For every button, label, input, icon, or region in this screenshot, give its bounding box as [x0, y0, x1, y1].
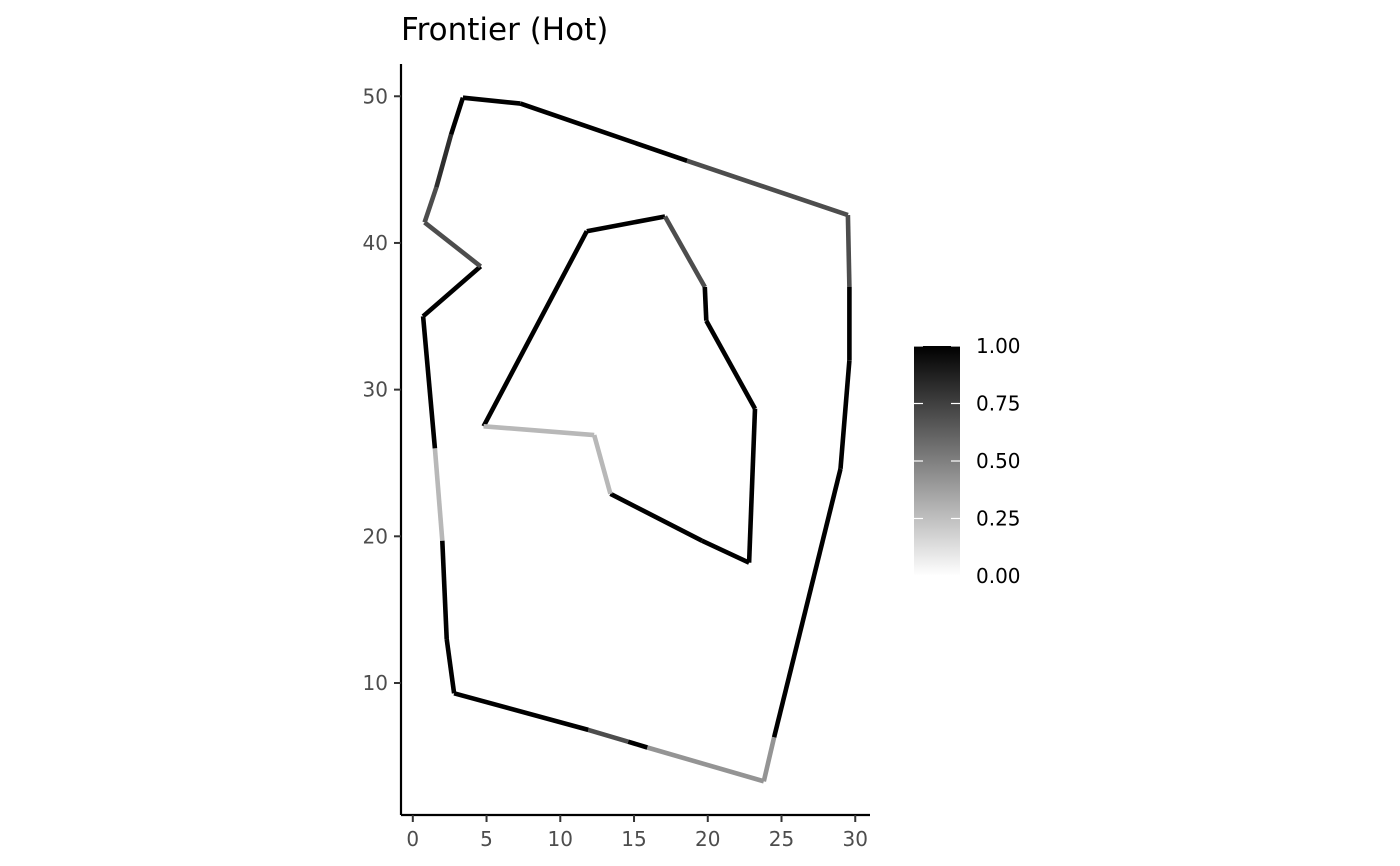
path-2-segment-3 — [662, 215, 707, 289]
x-tick-label: 0 — [406, 827, 419, 851]
path-1-segment-8 — [686, 158, 849, 218]
path-2-segment-8 — [609, 491, 703, 543]
path-1-segment-7 — [519, 101, 688, 163]
y-tick-label: 10 — [363, 671, 388, 695]
y-tick-label: 20 — [363, 524, 388, 548]
path-1-segment-2 — [423, 220, 483, 269]
path-1-segment-1 — [421, 264, 483, 319]
path-2-segment-5 — [704, 319, 758, 410]
colorbar-label: 1.00 — [976, 334, 1021, 358]
plot-lines — [420, 95, 852, 784]
path-1-segment-4 — [434, 133, 454, 188]
path-1-segment-15 — [627, 739, 648, 750]
colorbar-label: 0.50 — [976, 449, 1021, 473]
path-1-segment-13 — [761, 736, 777, 782]
y-tick-label: 30 — [363, 378, 388, 402]
path-1-segment-21 — [420, 316, 438, 449]
x-tick-label: 30 — [843, 827, 868, 851]
path-1-segment-14 — [646, 745, 765, 784]
path-2-segment-2 — [586, 214, 666, 234]
path-1-segment-16 — [587, 727, 629, 744]
path-1-segment-9 — [845, 215, 852, 288]
frontier-path-2 — [481, 214, 758, 565]
colorbar-label: 0.25 — [976, 507, 1021, 531]
y-tick-label: 50 — [363, 84, 388, 108]
path-2-segment-10 — [483, 424, 595, 438]
path-1-segment-11 — [838, 360, 852, 469]
path-2-segment-4 — [702, 286, 709, 321]
path-2-segment-1 — [481, 230, 589, 428]
x-tick-label: 20 — [695, 827, 720, 851]
colorbar-label: 0.75 — [976, 392, 1021, 416]
x-tick-label: 25 — [769, 827, 794, 851]
frontier-path-1 — [420, 95, 852, 784]
x-tick-label: 5 — [480, 827, 493, 851]
axes: 0 5 10 15 20 25 30 10 20 30 40 50 — [363, 64, 870, 851]
color-legend: 0.00 0.25 0.50 0.75 1.00 — [914, 334, 1021, 588]
y-tick-label: 40 — [363, 231, 388, 255]
x-axis-ticks: 0 5 10 15 20 25 30 — [406, 815, 868, 851]
x-tick-label: 15 — [621, 827, 646, 851]
chart-title: Frontier (Hot) — [401, 12, 608, 48]
path-2-segment-6 — [746, 408, 758, 563]
path-1-segment-12 — [771, 468, 843, 738]
path-1-segment-5 — [448, 96, 466, 136]
path-1-segment-3 — [422, 186, 439, 224]
path-2-segment-7 — [700, 538, 751, 565]
path-1-segment-18 — [444, 638, 457, 694]
colorbar-label: 0.00 — [976, 564, 1021, 588]
path-1-segment-6 — [462, 95, 521, 106]
path-1-segment-17 — [453, 691, 589, 733]
path-1-segment-19 — [440, 540, 449, 640]
path-2-segment-9 — [591, 434, 613, 495]
path-1-segment-20 — [432, 448, 445, 541]
y-axis-ticks: 10 20 30 40 50 — [363, 84, 401, 695]
x-tick-label: 10 — [548, 827, 573, 851]
colorbar-ticks: 0.00 0.25 0.50 0.75 1.00 — [914, 334, 1021, 588]
